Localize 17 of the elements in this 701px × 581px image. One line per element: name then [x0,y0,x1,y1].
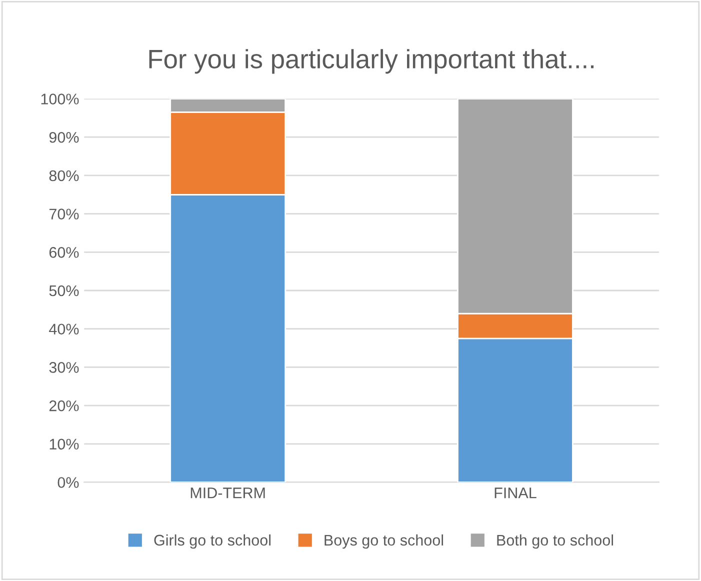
legend-label: Boys go to school [324,534,444,549]
y-tick-label: 0% [58,477,79,488]
y-tick-label: 50% [49,285,79,296]
y-tick-label: 100% [41,94,79,104]
legend-label: Both go to school [497,534,614,549]
y-tick-label: 90% [49,132,79,143]
y-tick-label: 60% [49,247,79,258]
y-tick-label: 10% [50,438,79,450]
x-tick-label: MID-TERM [190,488,265,498]
legend-label: Girls go to school [154,534,270,549]
y-tick-label: 20% [49,400,79,412]
y-tick-label: 80% [49,170,79,182]
y-tick-label: 70% [49,208,79,220]
y-tick-label: 30% [49,362,79,373]
chart-title: For you is particularly important that.... [149,49,594,74]
y-tick-label: 40% [49,324,79,335]
x-tick-label: FINAL [494,488,536,498]
